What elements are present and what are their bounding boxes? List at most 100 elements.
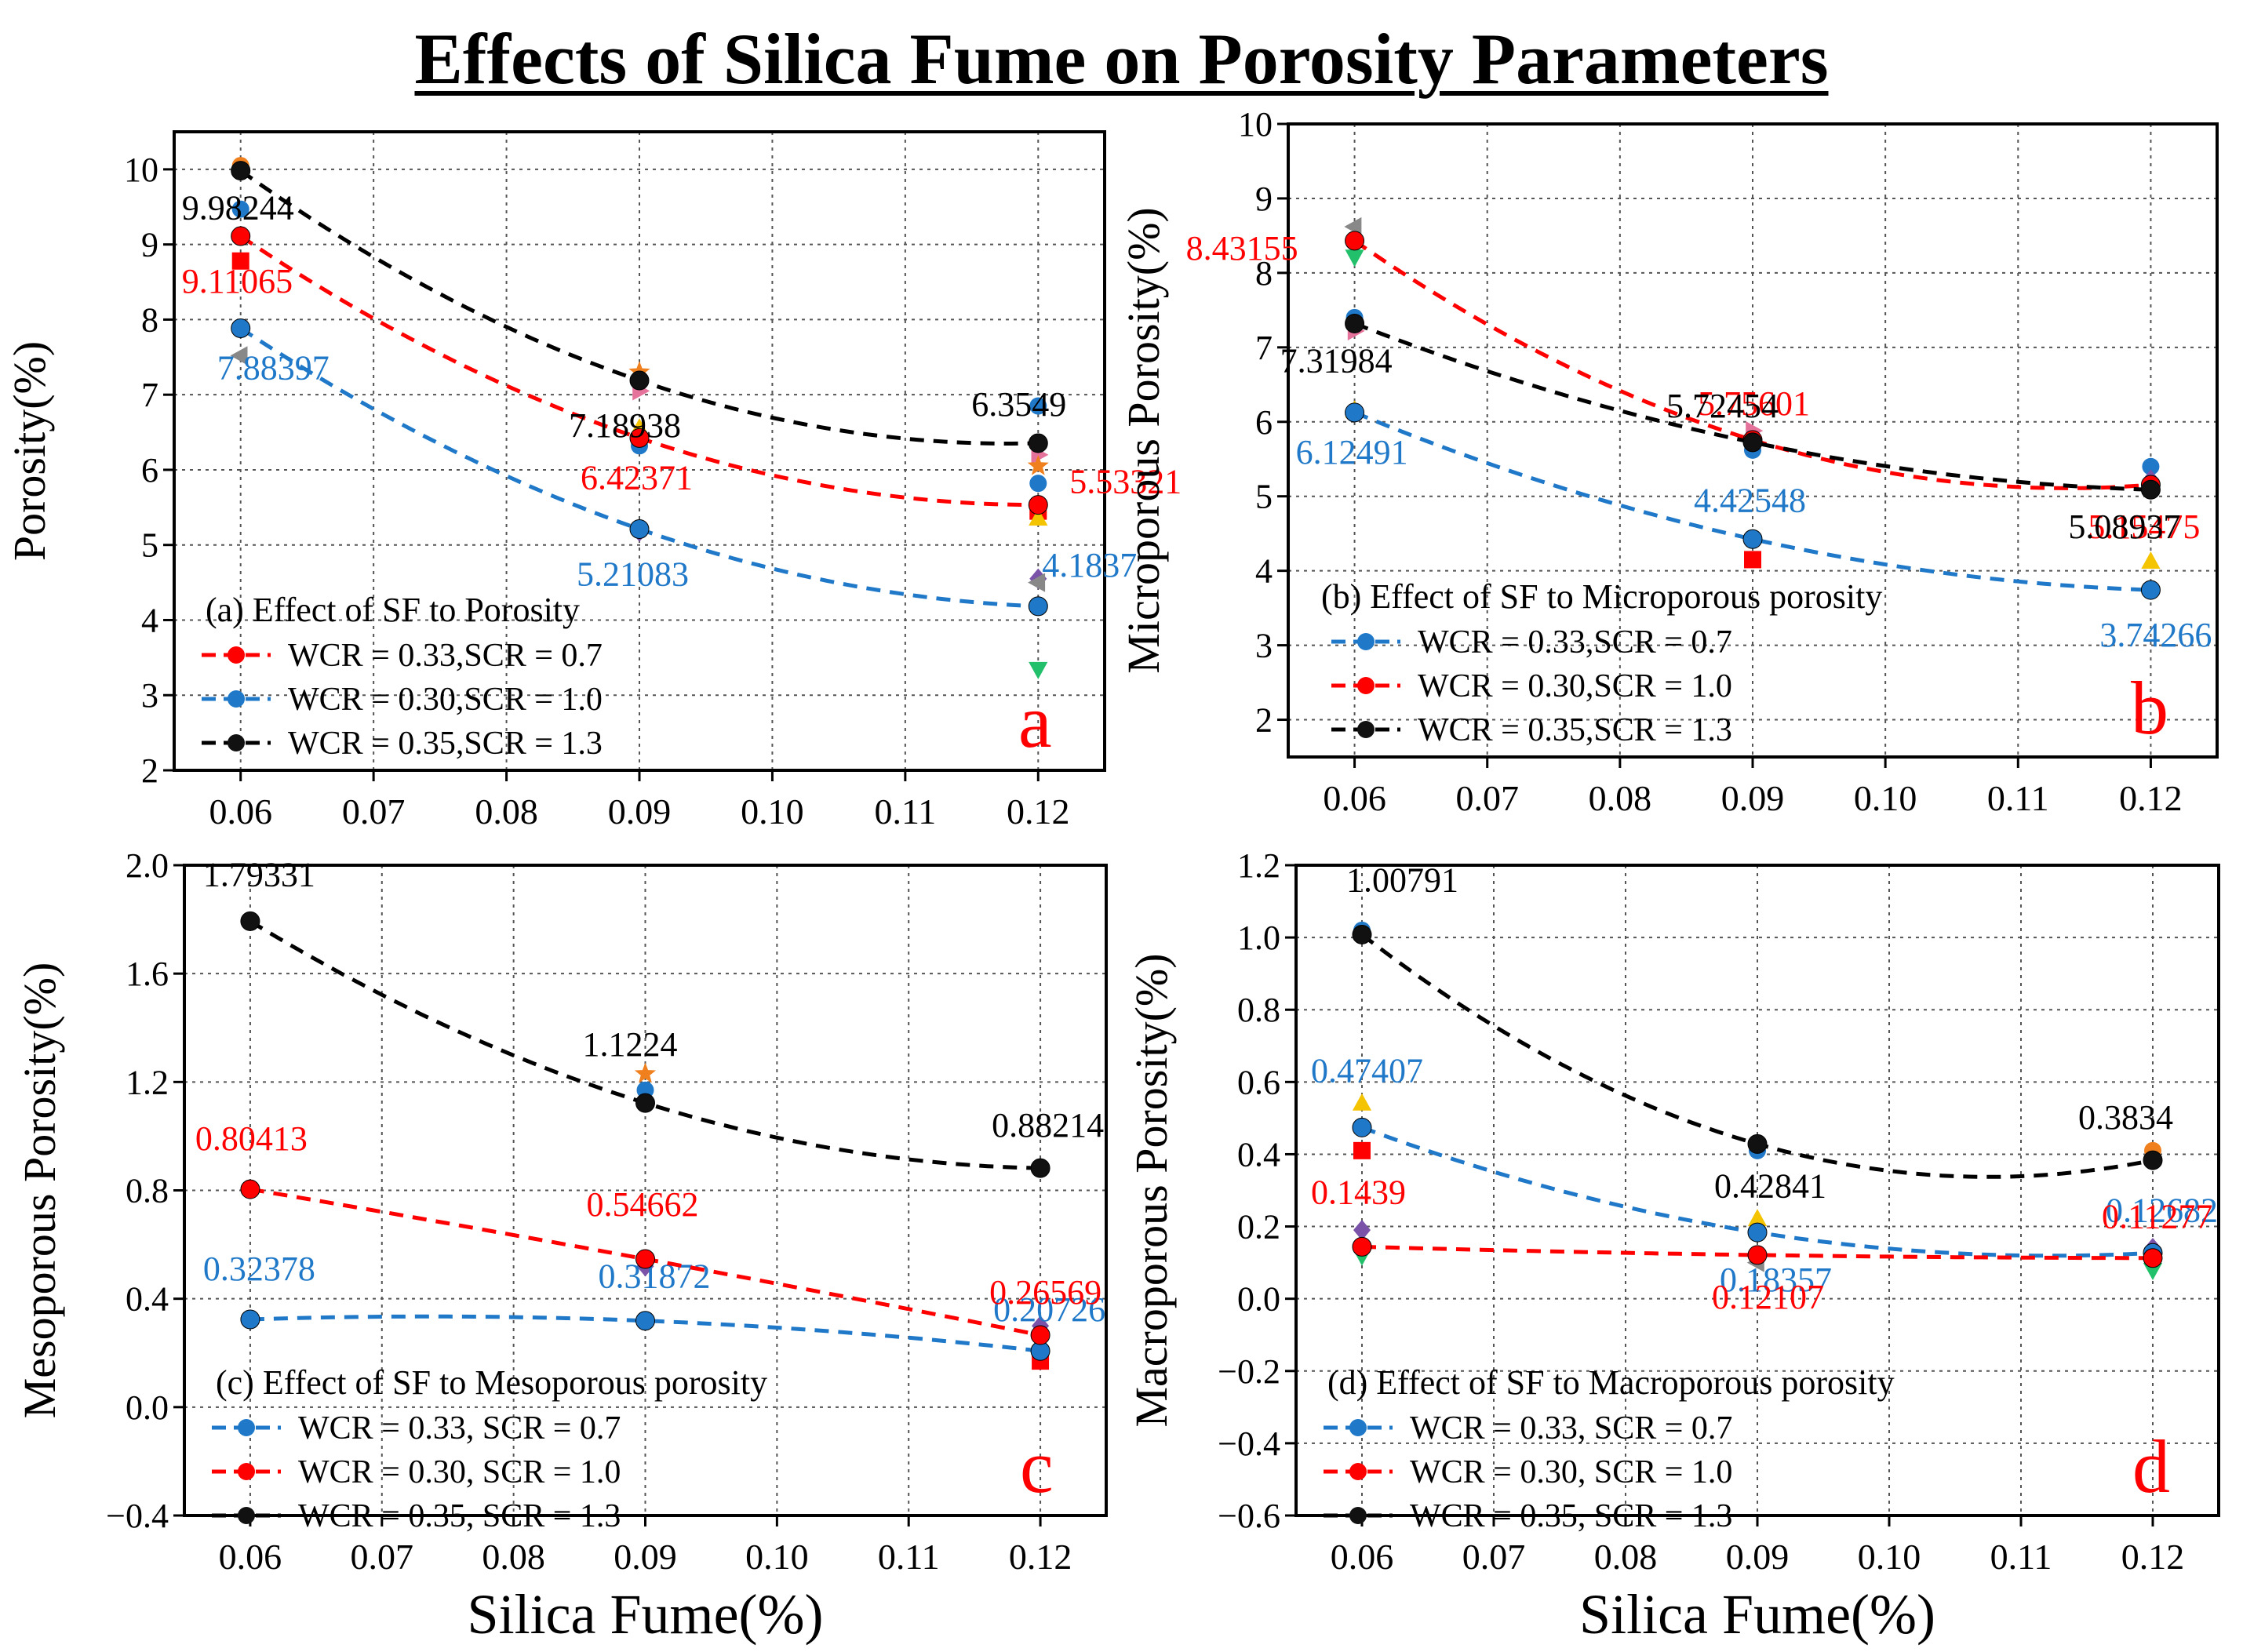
- scatter-point: [1027, 454, 1049, 475]
- y-tick-label: −0.4: [1218, 1425, 1280, 1463]
- y-tick-label: 2: [1255, 701, 1273, 740]
- data-label: 0.3834: [2078, 1098, 2173, 1137]
- scatter-point: [230, 346, 248, 366]
- x-axis-label: Silica Fume(%): [468, 1583, 824, 1646]
- plot-frame: [173, 130, 1106, 772]
- y-tick-label: 7: [1255, 329, 1273, 367]
- x-tick-label: 0.12: [2121, 1537, 2185, 1577]
- legend-label: WCR = 0.35, SCR = 1.3: [298, 1498, 621, 1534]
- x-tick-label: 0.09: [1726, 1537, 1790, 1577]
- series-point: [635, 1093, 655, 1113]
- x-tick-label: 0.11: [874, 791, 936, 831]
- x-axis-label: Silica Fume(%): [1579, 1583, 1935, 1646]
- scatter-point: [231, 252, 249, 270]
- series-point: [1747, 1245, 1768, 1265]
- data-label: 4.42548: [1694, 481, 1806, 519]
- scatter-point: [1029, 475, 1047, 493]
- data-label: 1.00791: [1346, 861, 1458, 899]
- series-point: [231, 161, 251, 181]
- y-tick-label: 0.4: [1237, 1135, 1280, 1174]
- series-point: [1742, 529, 1763, 549]
- y-tick-label: 1.2: [126, 1063, 169, 1101]
- scatter-point: [1353, 1141, 1371, 1159]
- y-tick-label: −0.6: [1218, 1497, 1280, 1535]
- series-point: [635, 1249, 655, 1269]
- y-tick-label: 4: [141, 601, 158, 639]
- series-line-red: [1353, 238, 2151, 490]
- data-label: 5.15475: [2088, 508, 2200, 546]
- panel-caption: (b) Effect of SF to Microporous porosity: [1321, 577, 1882, 616]
- x-tick-label: 0.06: [209, 791, 272, 831]
- legend-marker: [238, 1507, 255, 1524]
- x-tick-label: 0.09: [608, 791, 672, 831]
- scatter-point: [1353, 1219, 1371, 1241]
- data-label: 5.53321: [1069, 463, 1182, 501]
- chart-panel-c: 0.06 0.07 0.08 0.09 0.10 0.11 0.12 −0.4 0.0 0.4 0.…: [14, 846, 1108, 1646]
- legend-label: WCR = 0.30,SCR = 1.0: [1418, 668, 1732, 704]
- series-point: [240, 1179, 260, 1199]
- y-tick-label: 1.0: [1237, 919, 1280, 957]
- data-label: 7.18938: [569, 406, 681, 445]
- panel-caption: (d) Effect of SF to Macroporous porosity: [1327, 1363, 1895, 1402]
- legend-marker: [228, 690, 245, 708]
- series-point: [1028, 495, 1048, 515]
- legend-marker: [228, 734, 245, 751]
- series-line-black: [1353, 322, 2151, 492]
- y-tick-label: 10: [1238, 105, 1273, 144]
- scatter-point: [634, 1062, 657, 1083]
- series-point: [1028, 433, 1048, 453]
- legend-label: WCR = 0.30, SCR = 1.0: [1410, 1454, 1732, 1490]
- scatter-point: [1744, 551, 1761, 569]
- scatter-point: [2141, 551, 2161, 569]
- data-label: 0.31872: [599, 1257, 711, 1296]
- legend-marker: [1349, 1463, 1367, 1480]
- y-tick-label: 9: [141, 226, 158, 264]
- x-tick-label: 0.09: [614, 1537, 677, 1577]
- scatter-point: [1029, 397, 1047, 415]
- legend-label: WCR = 0.33, SCR = 0.7: [298, 1410, 621, 1446]
- data-label: 5.72454: [1666, 387, 1779, 425]
- scatter-point: [2142, 457, 2160, 475]
- legend-marker: [238, 1419, 255, 1436]
- chart-panel-a: 0.06 0.07 0.08 0.09 0.10 0.11 0.12 2 3 4 5 6 7 8 9 10 Po…: [4, 130, 1182, 831]
- series-point: [2143, 1248, 2163, 1268]
- series-point: [1742, 432, 1763, 453]
- x-tick-label: 0.06: [1331, 1537, 1394, 1577]
- data-label: 0.26569: [989, 1273, 1101, 1312]
- x-tick-label: 0.07: [351, 1537, 414, 1577]
- data-label: 6.3549: [971, 385, 1066, 424]
- y-tick-label: 10: [124, 151, 158, 189]
- data-label: 5.08937: [2068, 508, 2180, 546]
- data-label: 0.80413: [195, 1119, 308, 1158]
- data-label: 0.11277: [2102, 1198, 2212, 1236]
- y-tick-label: 3: [1255, 627, 1273, 665]
- panel-letter: a: [1018, 679, 1052, 763]
- legend-label: WCR = 0.33,SCR = 0.7: [1418, 624, 1732, 660]
- x-tick-label: 0.08: [1589, 778, 1652, 818]
- series-point: [1345, 231, 1365, 251]
- x-tick-label: 0.08: [475, 791, 538, 831]
- series-point: [2143, 1150, 2163, 1170]
- scatter-point: [1345, 249, 1364, 267]
- legend-marker: [1357, 721, 1375, 738]
- scatter-point: [231, 200, 249, 218]
- series-point: [1028, 596, 1048, 617]
- series-point: [2140, 479, 2161, 500]
- series-point: [1747, 1133, 1768, 1154]
- series-point: [629, 519, 650, 540]
- y-tick-label: 1.2: [1237, 846, 1280, 885]
- data-label: 0.12107: [1712, 1278, 1824, 1316]
- series-point: [1747, 1222, 1768, 1243]
- series-point: [1352, 924, 1372, 944]
- scatter-point: [2143, 1263, 2163, 1281]
- data-label: 0.12682: [2106, 1191, 2218, 1229]
- data-label: 9.98244: [182, 189, 294, 227]
- legend-label: WCR = 0.35,SCR = 1.3: [1418, 712, 1732, 748]
- x-tick-label: 0.06: [219, 1537, 282, 1577]
- legend-marker: [1357, 633, 1375, 650]
- scatter-point: [1029, 508, 1048, 526]
- series-point: [240, 1309, 260, 1330]
- series-line-blue: [249, 1314, 1041, 1353]
- series-point: [240, 911, 260, 931]
